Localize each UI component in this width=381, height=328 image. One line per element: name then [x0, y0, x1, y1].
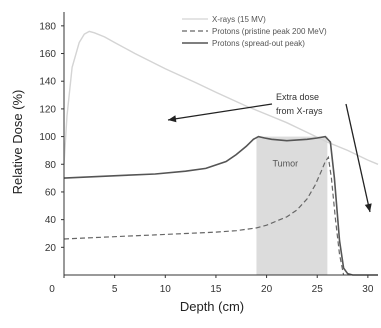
- series-layer: [63, 30, 379, 276]
- legend-label-xrays: X-rays (15 MV): [212, 15, 266, 24]
- x-tick-label: 20: [261, 284, 273, 295]
- y-tick-label: 40: [45, 215, 57, 226]
- x-tick-label: 5: [112, 284, 118, 295]
- x-tick-label: 30: [362, 284, 374, 295]
- y-tick-label: 100: [39, 132, 56, 143]
- y-tick-label: 60: [45, 187, 57, 198]
- y-tick-label: 80: [45, 160, 57, 171]
- y-tick-label: 180: [39, 21, 56, 32]
- series-line-protons-pristine: [63, 155, 345, 276]
- annotation-arrowhead-left: [168, 115, 177, 123]
- legend: X-rays (15 MV) Protons (pristine peak 20…: [182, 15, 327, 48]
- annotation-layer: Extra dose from X-rays: [167, 92, 372, 213]
- x-axis-title: Depth (cm): [180, 299, 244, 314]
- annotation-text-line: Extra dose: [276, 92, 319, 102]
- y-tick-label: 120: [39, 104, 56, 115]
- legend-item: X-rays (15 MV): [182, 15, 266, 24]
- tumor-region-label: Tumor: [272, 159, 298, 169]
- y-tick-label: 140: [39, 77, 56, 88]
- axes-layer: 0 5 10 15 20 25 30 20 40 60 80 100 120 140 160 180: [39, 12, 378, 295]
- x-tick-label: 25: [312, 284, 324, 295]
- legend-item: Protons (spread-out peak): [182, 39, 305, 48]
- series-line-protons-sobp: [63, 135, 378, 276]
- legend-label-protons-pristine: Protons (pristine peak 200 MeV): [212, 27, 327, 36]
- y-tick-label: 160: [39, 49, 56, 60]
- annotation-arrowhead-right: [364, 203, 372, 212]
- y-axis-ticks: 20 40 60 80 100 120 140 160 180: [39, 21, 64, 254]
- annotation-arrow-left: [167, 103, 273, 121]
- y-tick-label: 20: [45, 243, 57, 254]
- series-line-xrays: [63, 30, 379, 165]
- region-layer: Tumor: [256, 136, 328, 275]
- legend-label-protons-sobp: Protons (spread-out peak): [212, 39, 305, 48]
- legend-item: Protons (pristine peak 200 MeV): [182, 27, 327, 36]
- annotation-text-line: from X-rays: [276, 106, 323, 116]
- x-axis-ticks: 0 5 10 15 20 25 30: [49, 275, 374, 295]
- y-axis-title: Relative Dose (%): [10, 90, 25, 195]
- tumor-region: [256, 136, 328, 275]
- x-tick-label: 0: [49, 284, 55, 295]
- x-tick-label: 10: [160, 284, 172, 295]
- annotation-arrow-right: [345, 103, 371, 213]
- x-tick-label: 15: [210, 284, 222, 295]
